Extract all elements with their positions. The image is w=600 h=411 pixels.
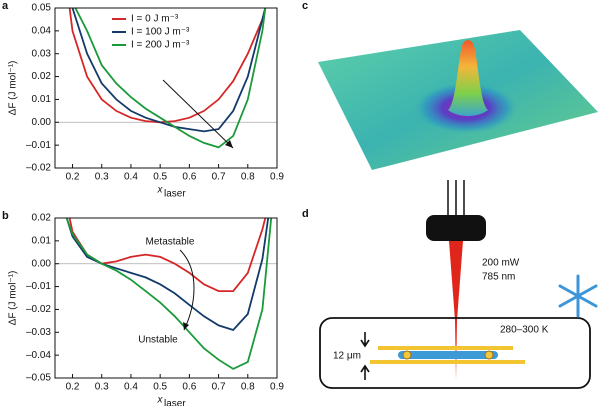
x-tick-label: 0.2 (66, 382, 80, 393)
legend-label: I = 0 J m⁻³ (131, 14, 179, 25)
y-tick-label: –0.01 (26, 140, 51, 151)
y-tick-label: 0.00 (32, 117, 52, 128)
x-tick-label: 0.6 (182, 382, 196, 393)
panel-label: b (2, 210, 9, 222)
particle (484, 350, 494, 360)
trend-arrowhead (225, 140, 233, 148)
y-tick-label: 0.02 (32, 71, 52, 82)
y-tick-label: 0.00 (32, 258, 52, 269)
y-tick-label: 0.03 (32, 48, 52, 59)
thickness-arrows (360, 332, 370, 380)
y-tick-label: 0.01 (32, 235, 52, 246)
y-axis-label: ΔF (J mol⁻¹) (8, 271, 19, 326)
legend-label: I = 200 J m⁻³ (131, 40, 190, 51)
x-tick-label: 0.3 (95, 172, 109, 183)
thickness-label: 12 μm (333, 351, 361, 362)
legend-label: I = 100 J m⁻³ (131, 27, 190, 38)
x-tick-label: 0.5 (153, 382, 167, 393)
plot-frame (54, 217, 278, 379)
x-tick-label: 0.6 (182, 172, 196, 183)
y-tick-label: –0.02 (26, 304, 51, 315)
substrate (378, 346, 513, 350)
chamber (319, 317, 591, 389)
y-tick-label: 0.05 (32, 3, 52, 14)
y-axis-label: ΔF (J mol⁻¹) (8, 61, 19, 116)
annotation: Unstable (138, 335, 178, 346)
laser-beam (449, 241, 463, 380)
objective (426, 215, 486, 241)
x-tick-label: 0.8 (241, 382, 255, 393)
x-tick-label: 0.3 (95, 382, 109, 393)
line-series (65, 218, 270, 332)
line-series (65, 218, 273, 370)
y-tick-label: 0.04 (32, 25, 52, 36)
panel-label: d (302, 208, 309, 220)
y-tick-label: –0.05 (26, 373, 51, 384)
x-tick-label: 0.8 (241, 172, 255, 183)
sample (398, 351, 498, 359)
y-tick-label: 0.02 (32, 213, 52, 224)
plot-frame (54, 7, 278, 169)
trend-arrow (162, 79, 234, 149)
panel-label: a (2, 0, 9, 12)
x-tick-label: 0.2 (66, 172, 80, 183)
x-tick-label: 0.9 (270, 382, 284, 393)
panel-label: c (302, 0, 308, 12)
x-tick-label: 0.5 (153, 172, 167, 183)
x-axis-label-sub: laser (164, 189, 186, 200)
line-series (68, 218, 267, 292)
transition-arrow (179, 249, 195, 331)
temperature-label: 280–300 K (500, 325, 549, 336)
x-tick-label: 0.7 (212, 172, 226, 183)
particle (402, 350, 412, 360)
y-tick-label: –0.03 (26, 327, 51, 338)
setup-diagram: 200 mW 785 nm 280–300 K 12 μm (319, 180, 598, 389)
x-tick-label: 0.9 (270, 172, 284, 183)
surface-peak (448, 40, 488, 116)
x-tick-label: 0.4 (124, 172, 138, 183)
x-axis-label: x (157, 185, 164, 196)
surface-plot (318, 30, 598, 170)
power-label: 200 mW (482, 258, 520, 269)
y-tick-label: –0.02 (26, 163, 51, 174)
snowflake (558, 274, 598, 318)
x-tick-label: 0.4 (124, 382, 138, 393)
y-tick-label: 0.01 (32, 94, 52, 105)
y-tick-label: –0.01 (26, 281, 51, 292)
x-axis-label: x (157, 395, 164, 406)
line-series (74, 8, 267, 149)
substrate (370, 360, 525, 364)
x-axis-label-sub: laser (164, 399, 186, 406)
annotation: Metastable (146, 237, 195, 248)
wavelength-label: 785 nm (482, 272, 515, 283)
transition-arrowhead (183, 322, 189, 330)
y-tick-label: –0.04 (26, 350, 51, 361)
x-tick-label: 0.7 (212, 382, 226, 393)
